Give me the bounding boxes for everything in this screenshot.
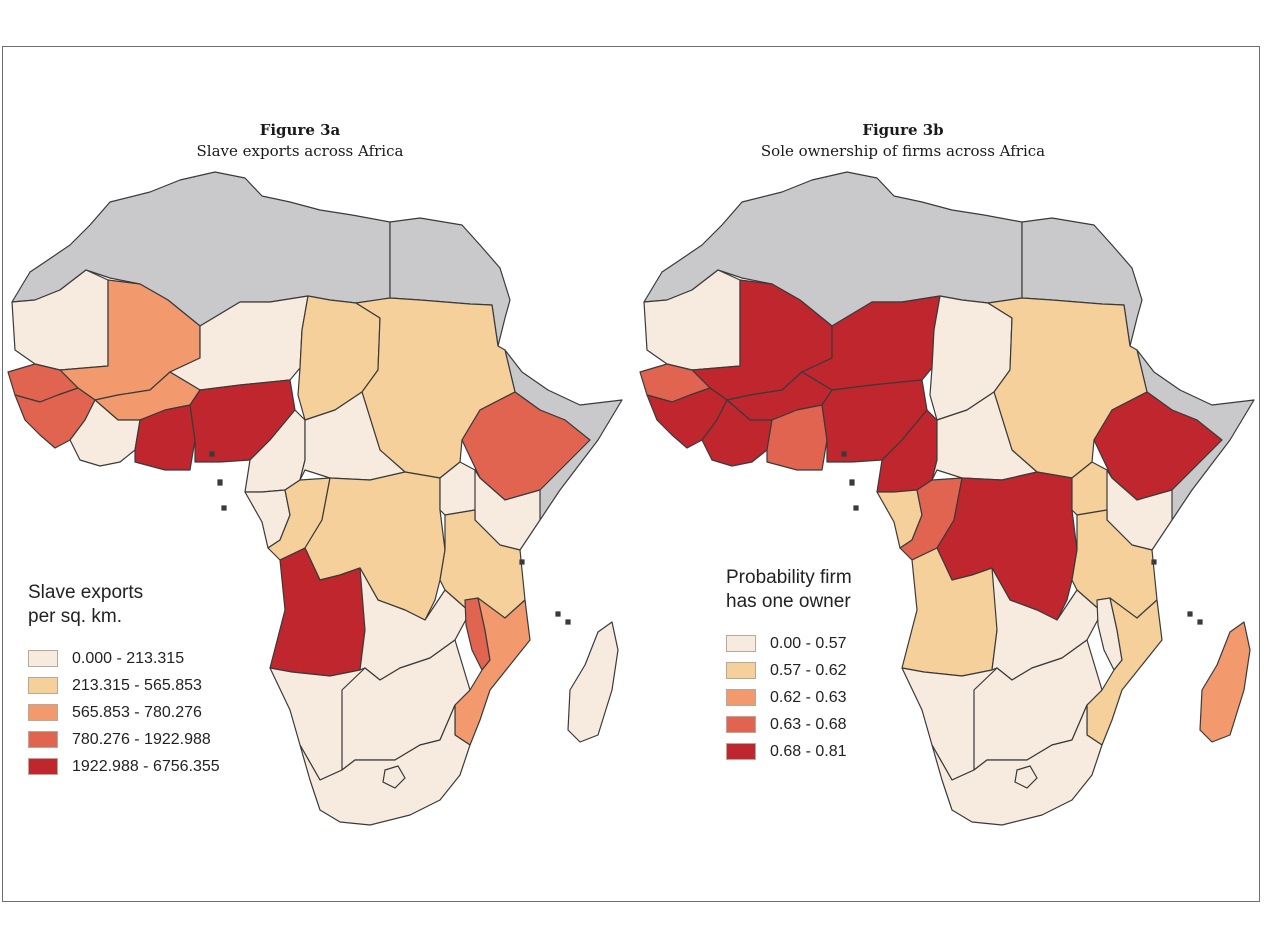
legend-3a: Slave exports per sq. km. 0.000 - 213.31…	[28, 581, 220, 780]
socotra-island	[1151, 559, 1157, 565]
legend-3b-entry: 0.00 - 0.57	[726, 630, 852, 657]
legend-3a-label: 1922.988 - 6756.355	[72, 757, 220, 775]
figure-3b-title: Figure 3b	[862, 121, 944, 139]
region-ghana-togo-benin	[134, 404, 196, 471]
legend-3b-entry: 0.57 - 0.62	[726, 657, 852, 684]
legend-3b-label: 0.68 - 0.81	[770, 742, 847, 760]
legend-3a-swatch	[28, 677, 58, 694]
legend-3b-title-line1: Probability firm	[726, 567, 852, 588]
region-ethiopia	[1093, 391, 1223, 501]
region-madagascar	[567, 621, 619, 743]
canary-islands	[209, 451, 227, 511]
legend-3a-title: Slave exports per sq. km.	[28, 581, 220, 629]
legend-3b: Probability firm has one owner 0.00 - 0.…	[726, 566, 852, 765]
legend-3a-title-line1: Slave exports	[28, 582, 144, 603]
figure-3a-title: Figure 3a	[259, 121, 341, 139]
legend-3a-entry: 213.315 - 565.853	[28, 672, 220, 699]
region-south-africa	[299, 704, 471, 826]
region-south-africa	[931, 704, 1103, 826]
lesotho-outline	[382, 765, 406, 789]
map-3b	[639, 171, 1255, 826]
region-niger	[801, 295, 941, 391]
legend-3b-entry: 0.68 - 0.81	[726, 738, 852, 765]
legend-3a-swatch	[28, 704, 58, 721]
legend-3a-entry: 1922.988 - 6756.355	[28, 753, 220, 780]
legend-3a-entries: 0.000 - 213.315 213.315 - 565.853 565.853 …	[28, 645, 220, 780]
canary-islands	[841, 451, 859, 511]
legend-3a-title-line2: per sq. km.	[28, 606, 122, 627]
legend-3a-swatch	[28, 731, 58, 748]
socotra-island	[519, 559, 525, 565]
legend-3a-label: 0.000 - 213.315	[72, 649, 185, 667]
legend-3b-entry: 0.62 - 0.63	[726, 684, 852, 711]
legend-3b-swatch	[726, 743, 756, 760]
legend-3a-label: 780.276 - 1922.988	[72, 730, 211, 748]
legend-3b-title-line2: has one owner	[726, 591, 851, 612]
legend-3b-label: 0.62 - 0.63	[770, 688, 847, 706]
comoros-islands	[1187, 611, 1203, 625]
legend-3a-label: 565.853 - 780.276	[72, 703, 202, 721]
lesotho-outline	[1014, 765, 1038, 789]
region-ethiopia	[461, 391, 591, 501]
legend-3b-label: 0.63 - 0.68	[770, 715, 847, 733]
region-ghana-togo-benin	[766, 404, 828, 471]
legend-3a-swatch	[28, 758, 58, 775]
legend-3a-entry: 780.276 - 1922.988	[28, 726, 220, 753]
figure-3a-subtitle: Slave exports across Africa	[196, 142, 404, 160]
legend-3b-entry: 0.63 - 0.68	[726, 711, 852, 738]
figure-3b-subtitle: Sole ownership of firms across Africa	[760, 142, 1046, 160]
legend-3b-label: 0.57 - 0.62	[770, 661, 847, 679]
legend-3a-swatch	[28, 650, 58, 667]
legend-3b-swatch	[726, 662, 756, 679]
legend-3b-entries: 0.00 - 0.57 0.57 - 0.62 0.62 - 0.63 0.63 - …	[726, 630, 852, 765]
legend-3b-swatch	[726, 689, 756, 706]
region-niger	[169, 295, 309, 391]
legend-3b-label: 0.00 - 0.57	[770, 634, 847, 652]
legend-3b-swatch	[726, 635, 756, 652]
region-madagascar	[1199, 621, 1251, 743]
legend-3a-entry: 565.853 - 780.276	[28, 699, 220, 726]
legend-3a-label: 213.315 - 565.853	[72, 676, 202, 694]
comoros-islands	[555, 611, 571, 625]
figure-3a-heading: Figure 3a Slave exports across Africa	[90, 120, 510, 162]
legend-3a-entry: 0.000 - 213.315	[28, 645, 220, 672]
map-3a	[7, 171, 623, 826]
legend-3b-title: Probability firm has one owner	[726, 566, 852, 614]
figure-3b-heading: Figure 3b Sole ownership of firms across…	[693, 120, 1113, 162]
legend-3b-swatch	[726, 716, 756, 733]
